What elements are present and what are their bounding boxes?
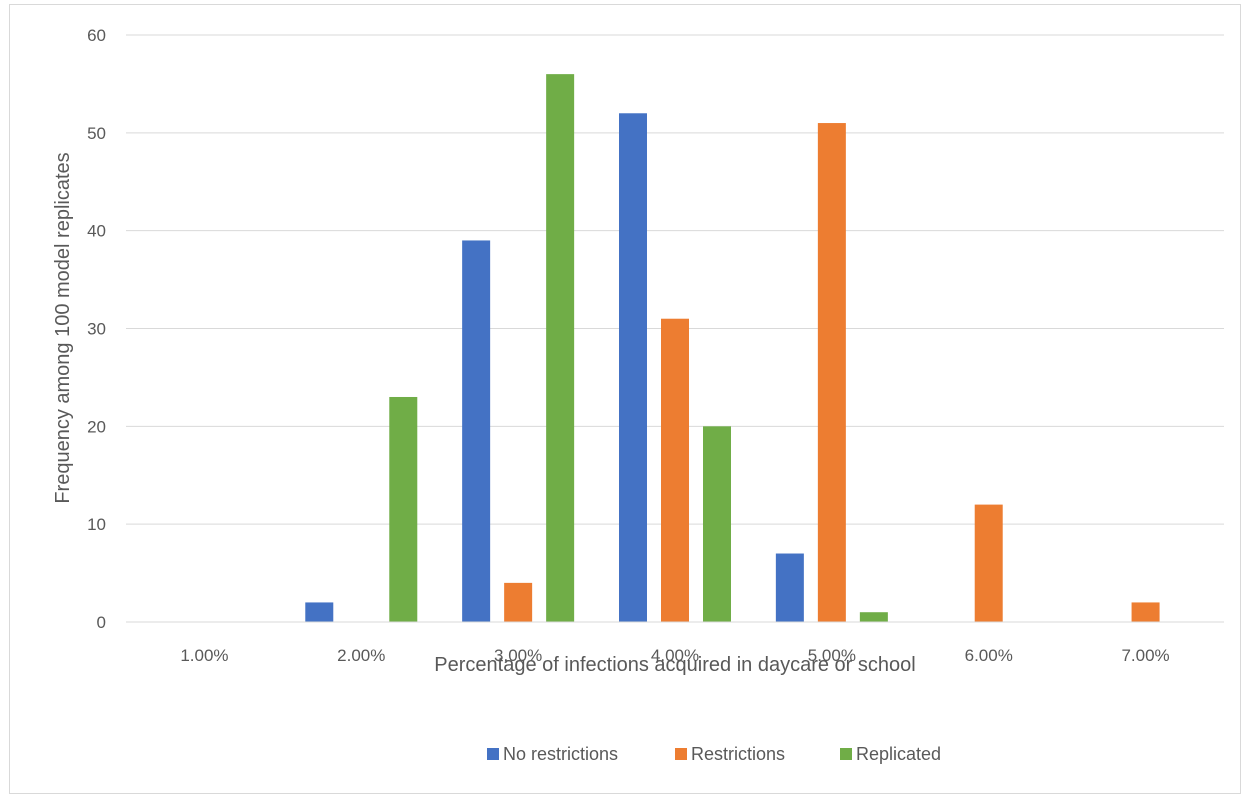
x-axis-title: Percentage of infections acquired in day… [434, 654, 915, 676]
legend-swatch [840, 748, 852, 760]
bar-no-restrictions-5-00pct [775, 553, 804, 622]
y-tick-label: 20 [87, 417, 106, 436]
bars [305, 74, 1160, 623]
y-tick-label: 10 [87, 515, 106, 534]
bar-no-restrictions-4-00pct [619, 113, 647, 623]
bar-no-restrictions-2-00pct [305, 602, 334, 622]
y-tick-label: 0 [97, 613, 106, 632]
bar-restrictions-5-00pct [817, 123, 846, 623]
legend-swatch [675, 748, 687, 760]
y-tick-label: 40 [87, 222, 106, 241]
bar-replicated-3-00pct [546, 74, 575, 623]
x-tick-label: 3.00% [494, 646, 542, 665]
gridlines [126, 34, 1224, 525]
legend-label: Replicated [856, 744, 941, 764]
x-tick-label: 7.00% [1121, 646, 1169, 665]
bar-restrictions-7-00pct [1131, 602, 1160, 622]
y-axis-ticks: 0 10 20 30 40 50 60 [87, 26, 106, 632]
bar-restrictions-3-00pct [504, 582, 533, 622]
x-axis-ticks: 1.00% 2.00% 3.00% 4.00% 5.00% 6.00% 7.00% [180, 646, 1169, 665]
y-tick-label: 60 [87, 26, 106, 45]
legend: No restrictions Restrictions Replicated [487, 744, 941, 764]
x-tick-label: 2.00% [337, 646, 385, 665]
bar-restrictions-4-00pct [661, 318, 689, 622]
x-tick-label: 5.00% [808, 646, 856, 665]
bar-replicated-5-00pct [859, 612, 888, 622]
x-tick-label: 1.00% [180, 646, 228, 665]
y-axis-title: Frequency among 100 model replicates [52, 152, 74, 503]
bar-no-restrictions-3-00pct [462, 240, 491, 622]
x-tick-label: 6.00% [965, 646, 1013, 665]
legend-label: No restrictions [503, 744, 618, 764]
bar-replicated-2-00pct [389, 396, 418, 622]
y-tick-label: 50 [87, 124, 106, 143]
bar-replicated-4-00pct [703, 426, 731, 622]
x-tick-label: 4.00% [651, 646, 699, 665]
y-tick-label: 30 [87, 320, 106, 339]
legend-label: Restrictions [691, 744, 785, 764]
legend-swatch [487, 748, 499, 760]
bar-restrictions-6-00pct [974, 504, 1003, 622]
